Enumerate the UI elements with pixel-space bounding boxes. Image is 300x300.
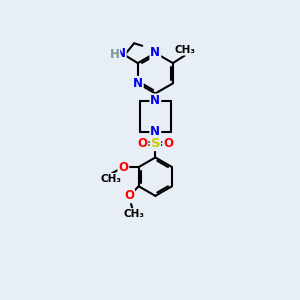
- Text: CH₃: CH₃: [175, 45, 196, 55]
- Text: O: O: [124, 189, 134, 203]
- Text: N: N: [133, 77, 143, 90]
- Text: O: O: [137, 137, 148, 150]
- Text: O: O: [118, 160, 128, 174]
- Text: CH₃: CH₃: [124, 209, 145, 219]
- Text: O: O: [163, 137, 173, 150]
- Text: H: H: [110, 48, 119, 61]
- Text: S: S: [151, 137, 160, 150]
- Text: N: N: [150, 125, 160, 138]
- Text: N: N: [150, 46, 160, 59]
- Text: N: N: [116, 47, 126, 60]
- Text: CH₃: CH₃: [100, 174, 121, 184]
- Text: N: N: [150, 94, 160, 107]
